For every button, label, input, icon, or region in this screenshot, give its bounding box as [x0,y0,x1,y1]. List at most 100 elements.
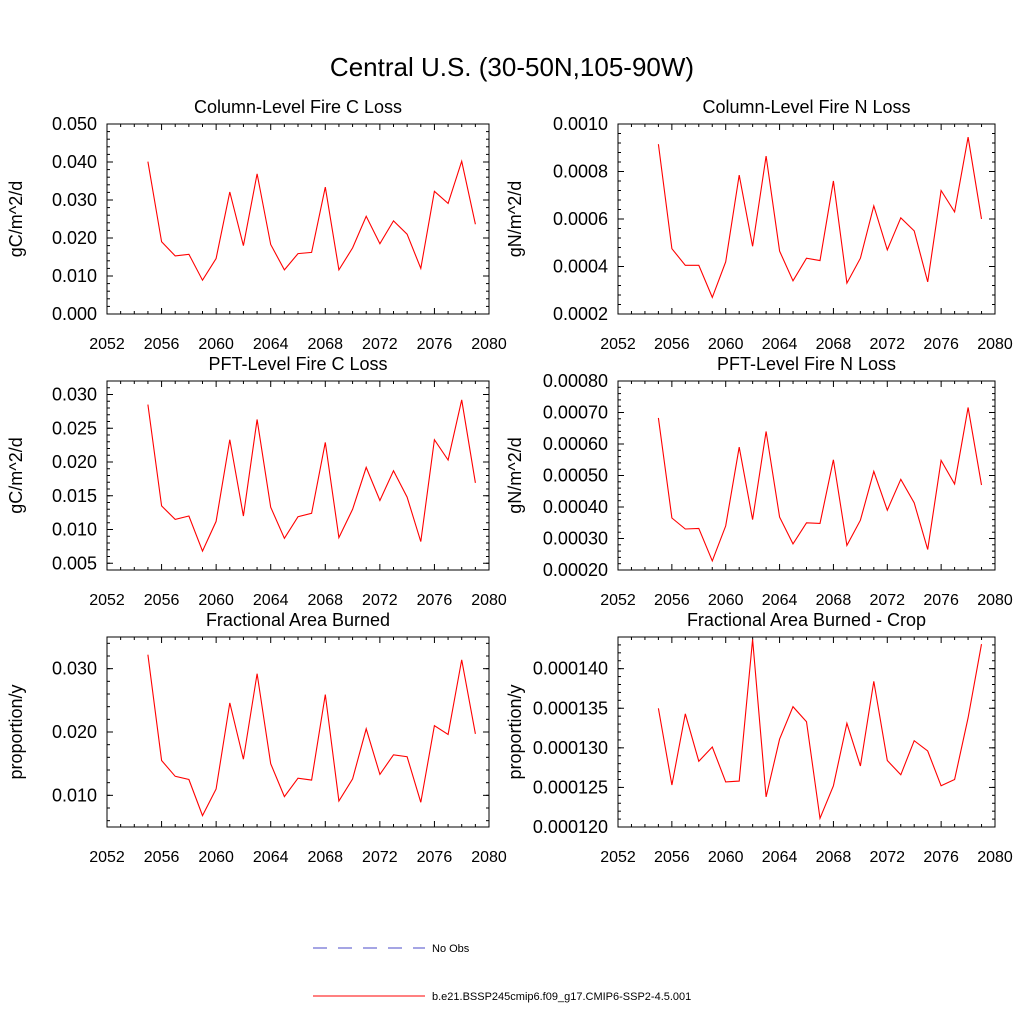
x-tick-label: 2064 [762,592,798,609]
y-axis-label: gN/m^2/d [505,181,525,257]
x-tick-label: 2072 [362,849,398,866]
x-tick-label: 2080 [977,849,1013,866]
x-tick-label: 2060 [198,592,234,609]
y-tick-label: 0.000 [52,304,97,324]
x-tick-label: 2080 [471,592,507,609]
x-tick-label: 2076 [417,849,453,866]
x-tick-label: 2056 [144,849,180,866]
series-line [147,159,476,282]
panel-title: Column-Level Fire N Loss [702,97,910,117]
panel-title: PFT-Level Fire C Loss [208,354,387,374]
y-tick-label: 0.000125 [533,777,608,797]
plot-frame [617,636,996,828]
x-tick-label: 2060 [708,336,744,353]
x-tick-label: 2068 [307,592,343,609]
series-line [657,137,983,299]
panels: Column-Level Fire C Loss 2052 2056 2060 2064… [6,97,1013,866]
y-tick-label: 0.050 [52,114,97,134]
plot-frame [106,123,490,315]
plot-frame [617,123,996,315]
panel-title: PFT-Level Fire N Loss [717,354,896,374]
y-tick-label: 0.000120 [533,817,608,837]
y-tick-label: 0.00020 [543,560,608,580]
x-tick-label: 2080 [977,336,1013,353]
chart-panel-1: Column-Level Fire C Loss 2052 2056 2060 2064… [6,97,507,353]
plot-frame [106,380,490,571]
series-line [657,407,983,563]
chart-panel-2: Column-Level Fire N Loss 2052 2056 2060 2064… [505,97,1013,353]
legend: No Obs b.e21.BSSP245cmip6.f09_g17.CMIP6-S… [313,943,691,1003]
y-tick-label: 0.0010 [553,114,608,134]
x-tick-label: 2056 [144,336,180,353]
y-tick-label: 0.0006 [553,209,608,229]
panel-title: Column-Level Fire C Loss [194,97,402,117]
x-tick-label: 2076 [417,592,453,609]
x-tick-label: 2060 [198,849,234,866]
x-tick-label: 2060 [708,592,744,609]
x-tick-label: 2068 [307,849,343,866]
legend-label-2: b.e21.BSSP245cmip6.f09_g17.CMIP6-SSP2-4.… [432,991,691,1003]
series-line [147,399,476,553]
x-tick-label: 2076 [923,336,959,353]
x-tick-label: 2056 [144,592,180,609]
x-tick-label: 2052 [600,336,636,353]
y-tick-label: 0.010 [52,785,97,805]
x-tick-label: 2052 [600,592,636,609]
y-tick-label: 0.015 [52,486,97,506]
x-tick-label: 2052 [89,849,125,866]
x-tick-label: 2068 [307,336,343,353]
plot-frame [106,636,490,828]
figure-title: Central U.S. (30-50N,105-90W) [330,52,694,82]
y-tick-label: 0.0008 [553,162,608,182]
y-tick-label: 0.030 [52,659,97,679]
x-tick-label: 2056 [654,336,690,353]
x-tick-label: 2064 [762,849,798,866]
y-tick-label: 0.000135 [533,698,608,718]
y-axis-label: gC/m^2/d [6,181,26,257]
y-axis-label: proportion/y [505,684,525,779]
x-tick-label: 2080 [977,592,1013,609]
y-axis-label: gN/m^2/d [505,437,525,513]
y-tick-label: 0.025 [52,418,97,438]
y-tick-label: 0.030 [52,190,97,210]
x-tick-label: 2072 [362,336,398,353]
x-tick-label: 2068 [816,336,852,353]
x-tick-label: 2064 [253,336,289,353]
x-tick-label: 2076 [417,336,453,353]
series-line [657,639,983,821]
y-tick-label: 0.020 [52,452,97,472]
x-tick-label: 2056 [654,849,690,866]
x-tick-label: 2080 [471,849,507,866]
x-tick-label: 2060 [198,336,234,353]
x-tick-label: 2060 [708,849,744,866]
y-tick-label: 0.020 [52,228,97,248]
y-tick-label: 0.0002 [553,304,608,324]
y-tick-label: 0.030 [52,385,97,405]
chart-panel-6: Fractional Area Burned - Crop 2052 2056 206… [505,610,1013,866]
y-axis-label: gC/m^2/d [6,437,26,513]
y-tick-label: 0.040 [52,152,97,172]
x-tick-label: 2076 [923,592,959,609]
y-tick-label: 0.00040 [543,497,608,517]
y-tick-label: 0.0004 [553,257,608,277]
y-tick-label: 0.000130 [533,738,608,758]
x-tick-label: 2064 [253,592,289,609]
x-tick-label: 2064 [762,336,798,353]
x-tick-label: 2080 [471,336,507,353]
y-tick-label: 0.00030 [543,529,608,549]
y-tick-label: 0.000140 [533,659,608,679]
x-tick-label: 2072 [869,592,905,609]
x-tick-label: 2072 [869,336,905,353]
x-tick-label: 2052 [600,849,636,866]
chart-panel-3: PFT-Level Fire C Loss 2052 2056 2060 2064 206… [6,354,507,609]
x-tick-label: 2068 [816,849,852,866]
x-tick-label: 2052 [89,592,125,609]
y-tick-label: 0.00060 [543,434,608,454]
panel-title: Fractional Area Burned - Crop [687,610,926,630]
x-tick-label: 2064 [253,849,289,866]
legend-label-1: No Obs [432,943,470,955]
y-tick-label: 0.010 [52,266,97,286]
chart-panel-5: Fractional Area Burned 2052 2056 2060 2064 20… [6,610,507,866]
x-tick-label: 2072 [869,849,905,866]
x-tick-label: 2068 [816,592,852,609]
